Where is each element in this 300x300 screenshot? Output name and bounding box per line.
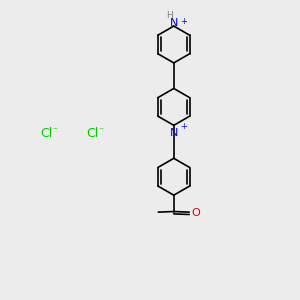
Text: N: N (170, 128, 178, 138)
Text: Cl: Cl (86, 127, 98, 140)
Text: H: H (167, 11, 173, 20)
Text: Cl: Cl (40, 127, 52, 140)
Text: ⁻: ⁻ (99, 127, 104, 136)
Text: N: N (170, 18, 178, 28)
Text: +: + (180, 16, 187, 26)
Text: +: + (180, 122, 187, 131)
Text: ⁻: ⁻ (52, 127, 58, 136)
Text: O: O (191, 208, 200, 218)
